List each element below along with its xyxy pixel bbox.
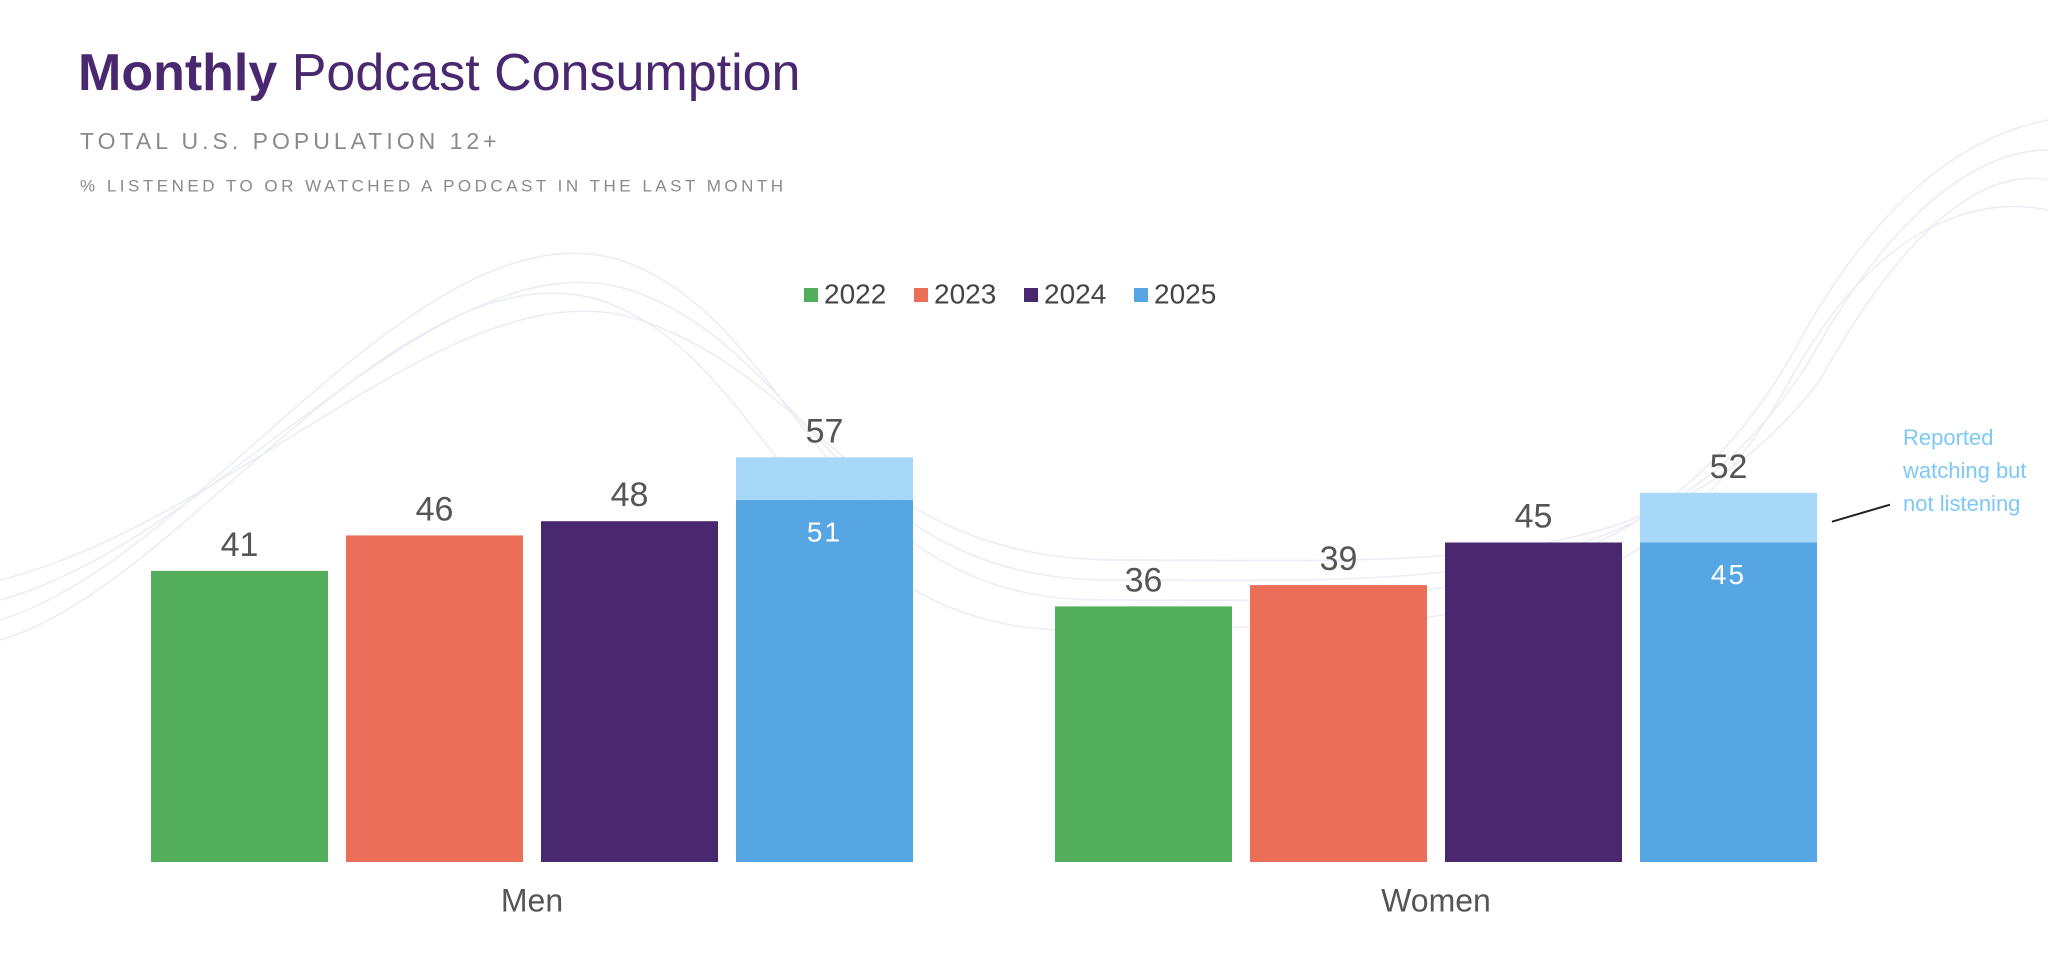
bar — [1640, 542, 1817, 862]
value-label: 45 — [1515, 497, 1553, 535]
total-label: 57 — [806, 412, 844, 450]
bar — [1250, 585, 1427, 862]
legend-swatch — [914, 288, 928, 302]
chart-description: % LISTENED TO OR WATCHED A PODCAST IN TH… — [80, 176, 787, 195]
bar — [1445, 542, 1622, 862]
bar-extra — [1640, 492, 1817, 543]
category-label: Women — [1381, 882, 1491, 918]
bar — [346, 535, 523, 862]
value-label: 45 — [1711, 559, 1746, 590]
chart-subtitle: TOTAL U.S. POPULATION 12+ — [80, 128, 501, 154]
annotation-text: Reported — [1903, 425, 1994, 450]
annotation-text: watching but — [1902, 458, 2027, 483]
title-rest: Podcast Consumption — [292, 44, 801, 102]
legend-label: 2024 — [1044, 278, 1106, 309]
legend-label: 2023 — [934, 278, 996, 309]
value-label: 36 — [1125, 561, 1163, 599]
bar — [541, 521, 718, 862]
annotation-text: not listening — [1903, 491, 2020, 516]
chart-title: Monthly Podcast Consumption — [78, 44, 800, 102]
legend-swatch — [1134, 288, 1148, 302]
category-label: Men — [501, 882, 563, 918]
legend-swatch — [804, 288, 818, 302]
title-bold: Monthly — [78, 44, 277, 102]
legend-label: 2025 — [1154, 278, 1216, 309]
background-waves — [0, 119, 2048, 641]
total-label: 52 — [1710, 448, 1748, 486]
bar — [736, 499, 913, 862]
bar — [1055, 606, 1232, 862]
value-label: 41 — [221, 526, 259, 564]
legend-swatch — [1024, 288, 1038, 302]
value-label: 51 — [807, 516, 842, 547]
value-label: 48 — [611, 476, 649, 514]
bar — [151, 570, 328, 862]
value-label: 39 — [1320, 540, 1358, 578]
bar-extra — [736, 457, 913, 500]
legend-label: 2022 — [824, 278, 886, 309]
annotation-line — [1831, 503, 1891, 523]
value-label: 46 — [416, 490, 454, 528]
